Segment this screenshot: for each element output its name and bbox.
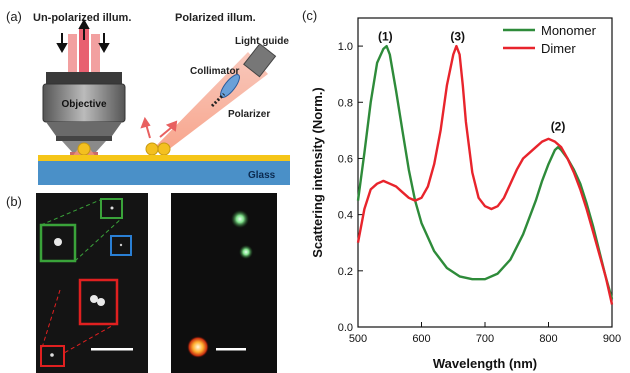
polarized-illumination-label: Polarized illum. — [175, 12, 256, 24]
polarizer-label: Polarizer — [228, 109, 270, 120]
legend-label-monomer: Monomer — [541, 23, 597, 38]
series-line-monomer — [356, 44, 614, 300]
series-line-dimer — [356, 44, 614, 305]
y-tick-label: 0.2 — [338, 266, 353, 278]
peak-annotation: (3) — [450, 29, 465, 43]
panel-a: (a) Un-polarized illum. Polarized illum.… — [6, 9, 290, 185]
blue-box — [110, 235, 132, 256]
monomer-zoom-spot — [54, 238, 62, 246]
unpolarized-illumination-label: Un-polarized illum. — [33, 12, 131, 24]
objective-label: Objective — [61, 99, 106, 110]
dimer-particle-right — [157, 142, 171, 156]
glass-label: Glass — [248, 170, 276, 181]
glass-substrate — [38, 161, 290, 185]
green-scattering-spot-1 — [231, 210, 249, 228]
x-tick-label: 900 — [603, 333, 621, 345]
y-tick-label: 0.6 — [338, 153, 353, 165]
x-axis-label: Wavelength (nm) — [433, 356, 537, 371]
x-tick-label: 700 — [476, 333, 494, 345]
green-scattering-spot-2 — [239, 245, 253, 259]
dimer-zoom-spots — [97, 298, 105, 306]
light-guide-label: Light guide — [235, 36, 289, 47]
polarizer-element — [210, 92, 226, 108]
unpolarized-light-beams — [68, 28, 100, 72]
x-tick-label: 600 — [412, 333, 430, 345]
darkfield-image-left — [36, 193, 148, 373]
panel-b-label: (b) — [6, 194, 22, 209]
scattered-rays — [140, 116, 178, 139]
y-axis-label: Scattering intensity (Norm.) — [310, 87, 325, 257]
panel-c-label: (c) — [302, 8, 317, 23]
monomer-zoom-box — [39, 223, 77, 263]
scale-bar-left — [91, 348, 133, 351]
monomer-box — [100, 198, 123, 219]
peak-annotation: (1) — [378, 29, 393, 43]
scattering-spectrum-chart: 500 600 700 800 900 0.0 0.2 0.4 0.6 0.8 1.0 Wavelen… — [310, 17, 621, 371]
x-tick-label: 800 — [539, 333, 557, 345]
x-tick-label: 500 — [349, 333, 367, 345]
y-tick-label: 1.0 — [338, 41, 353, 53]
peak-annotation: (2) — [551, 119, 566, 133]
single-nanoparticle — [77, 142, 91, 156]
collimator-label: Collimator — [190, 66, 240, 77]
panel-c: (c) 500 600 700 800 900 0.0 0.2 0.4 0.6 0.8 1.0 Wav… — [302, 8, 621, 371]
illumination-arrows — [56, 18, 110, 54]
scale-bar-right — [216, 348, 246, 351]
y-tick-label: 0.4 — [338, 210, 353, 222]
panel-a-label: (a) — [6, 9, 22, 24]
light-guide — [243, 43, 277, 78]
y-tick-label: 0.8 — [338, 97, 353, 109]
y-tick-label: 0.0 — [338, 322, 353, 334]
darkfield-image-right — [171, 193, 277, 373]
objective-lens: Objective — [42, 72, 126, 157]
dimer-zoom-box — [78, 278, 119, 326]
gold-film — [38, 155, 290, 161]
legend-label-dimer: Dimer — [541, 41, 576, 56]
orange-scattering-spot — [187, 336, 209, 358]
panel-b: (b) — [6, 193, 277, 373]
dimer-box — [40, 345, 65, 367]
dimer-particle-left — [145, 142, 159, 156]
